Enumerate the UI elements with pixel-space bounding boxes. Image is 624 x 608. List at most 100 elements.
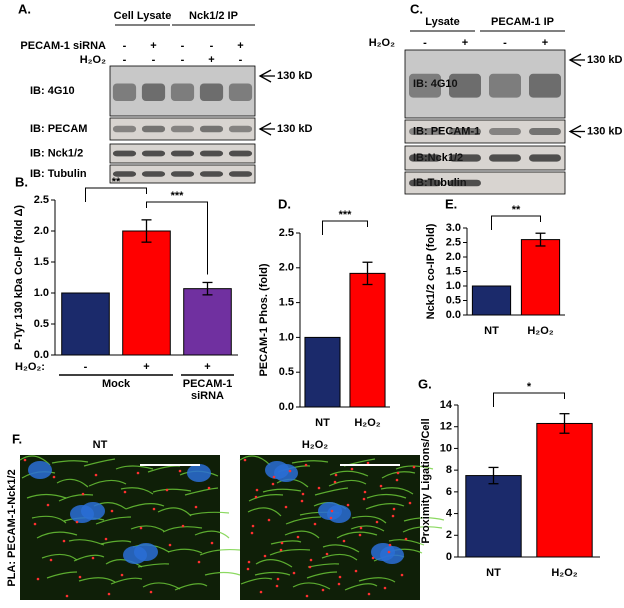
significance-label: * (527, 381, 532, 393)
pla-dot (168, 543, 172, 547)
pla-dot (396, 471, 400, 475)
fiber (56, 478, 89, 488)
y-tick-label: 1.5 (34, 256, 49, 268)
fiber (365, 503, 405, 510)
pla-dot (23, 458, 27, 462)
pla-dot (388, 543, 392, 547)
fiber (269, 548, 311, 556)
pla-dot (78, 575, 82, 579)
fiber (157, 507, 192, 517)
fiber (137, 563, 170, 568)
lane-sign: - (181, 54, 185, 66)
pla-dot (371, 556, 375, 560)
marker-label: 130 kD (587, 54, 623, 66)
pla-dot (251, 524, 255, 528)
band (409, 128, 441, 135)
pla-dot (197, 560, 201, 564)
pla-dot (313, 522, 317, 526)
pla-dot (404, 537, 408, 541)
pla-dot (358, 533, 362, 537)
significance-label: ** (112, 176, 121, 188)
pla-dot (317, 486, 321, 490)
group-label: Mock (101, 378, 131, 390)
pla-dot (321, 588, 325, 592)
band (170, 125, 195, 133)
significance-label: *** (339, 209, 353, 221)
fiber (284, 530, 320, 539)
panel-label: E. (445, 196, 457, 211)
marker-label: 130 kD (277, 70, 313, 82)
micrograph (240, 455, 420, 600)
lane-sign: + (208, 54, 214, 66)
fiber (41, 553, 78, 561)
pla-dot (152, 507, 156, 511)
band (170, 171, 195, 177)
pla-dot (391, 514, 395, 518)
band (112, 83, 137, 101)
band (141, 150, 166, 157)
marker-label: 130 kD (587, 125, 623, 137)
fiber (110, 577, 143, 585)
fiber (328, 479, 367, 487)
band (489, 73, 521, 98)
blot-row-label: IB: Nck1/2 (30, 147, 83, 159)
pla-dot (272, 475, 276, 479)
band (170, 83, 195, 101)
band (199, 171, 224, 177)
fiber (350, 525, 385, 532)
nucleus (380, 546, 404, 564)
fiber (120, 487, 154, 495)
blot-strip (404, 119, 566, 144)
y-tick-label: 12 (440, 421, 452, 433)
pla-dot (284, 505, 288, 509)
band (170, 150, 195, 157)
fiber (19, 455, 51, 466)
pla-dot (363, 490, 367, 494)
pla-dot (359, 526, 363, 530)
marker-label: 130 kD (277, 123, 313, 135)
x-tick-label: H₂O₂ (527, 325, 553, 337)
fiber (51, 460, 89, 464)
pla-dot (383, 586, 387, 590)
significance-bracket (322, 220, 368, 235)
fiber (285, 516, 322, 525)
nucleus (123, 546, 147, 564)
pla-dot (342, 539, 346, 543)
pla-dot (181, 524, 185, 528)
fiber (314, 487, 349, 496)
condition-label: PECAM-1 siRNA (20, 40, 106, 52)
fiber (307, 563, 340, 568)
band (409, 154, 441, 162)
y-tick-label: 0.5 (279, 366, 294, 378)
fiber (255, 559, 293, 568)
pla-dot (296, 535, 300, 539)
panel-label: A. (18, 1, 31, 16)
fiber (83, 458, 116, 467)
pla-dot (94, 473, 98, 477)
fiber (58, 494, 94, 502)
nucleus (70, 505, 94, 523)
pla-dot (334, 473, 338, 477)
fiber (68, 539, 105, 546)
y-tick-label: 1.0 (446, 280, 461, 292)
blot-header: PECAM-1 IP (491, 16, 554, 28)
nucleus (187, 464, 211, 482)
pla-dot (375, 520, 379, 524)
pla-dot (392, 507, 396, 511)
pla-dot (288, 469, 292, 473)
y-tick-label: 2.5 (446, 236, 461, 248)
lane-sign: - (210, 40, 214, 52)
y-tick-label: 1.5 (279, 297, 294, 309)
band (228, 83, 253, 101)
y-tick-label: 0.0 (279, 401, 294, 413)
pla-dot (400, 573, 404, 577)
blot-row-label: IB: 4G10 (413, 78, 458, 90)
blot-row-label: IB: 4G10 (30, 85, 75, 97)
micrograph-label: NT (93, 439, 108, 451)
fiber (239, 455, 271, 466)
fiber (105, 559, 143, 568)
lane-sign: - (423, 37, 427, 49)
fiber (358, 577, 396, 583)
